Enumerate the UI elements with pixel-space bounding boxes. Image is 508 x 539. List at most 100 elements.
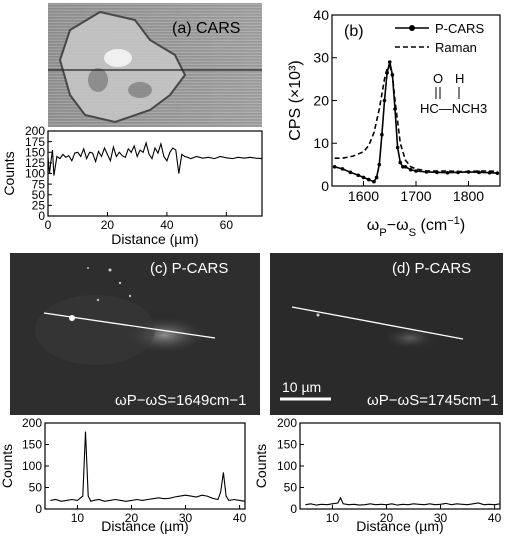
y-tick-label: 200 [277, 416, 297, 430]
data-point [408, 167, 413, 172]
molecule-structure: O H HC—NCH3 [420, 71, 487, 116]
data-point [398, 160, 403, 165]
data-point [340, 167, 345, 171]
y-tick-label: 0 [35, 502, 42, 516]
y-tick-label: 0 [38, 209, 45, 223]
data-point [395, 145, 400, 150]
x-tick-label: 1600 [348, 188, 379, 204]
data-point [366, 177, 371, 182]
data-point [348, 170, 353, 175]
panel-c-freq: ωP−ωS=1649cm−1 [115, 392, 246, 409]
chart-d: 10 20 30 40 0 50 100 150 200 Distance (µm) Counts [253, 416, 502, 534]
data-point [372, 179, 376, 184]
y-tick-label: 25 [32, 199, 46, 213]
panel-d-image: (d) P-CARS ωP−ωS=1745cm−1 10 µm [270, 253, 503, 415]
panel-a-label: (a) CARS [172, 20, 240, 37]
x-axis-label: Distance (µm) [356, 518, 443, 534]
x-tick-label: 30 [179, 511, 193, 525]
y-tick-label: 150 [25, 145, 45, 159]
line-profile-d [291, 306, 464, 340]
cell-shape [58, 10, 187, 124]
legend-marker [409, 25, 415, 31]
molecule-formula: HC—NCH3 [420, 101, 487, 116]
legend-label: P-CARS [435, 21, 484, 36]
x-tick-label: 40 [233, 511, 247, 525]
series-line-dashed [334, 64, 498, 173]
y-tick-label: 30 [313, 50, 329, 66]
plot-frame [44, 422, 246, 510]
legend-label: Raman [435, 40, 477, 55]
y-tick-label: 100 [22, 459, 42, 473]
scale-bar-label: 10 µm [282, 379, 321, 395]
plot-frame [47, 130, 263, 217]
series-line-solid [305, 496, 501, 506]
y-axis-label: CPS (×10³) [287, 60, 304, 140]
data-point [403, 164, 408, 169]
y-tick-label: 50 [29, 481, 43, 495]
x-tick-label: 1800 [453, 188, 484, 204]
y-axis-label: Counts [1, 151, 17, 195]
y-tick-label: 175 [25, 135, 45, 149]
panel-b-label: (b) [344, 23, 364, 40]
x-tick-label: 1700 [400, 188, 431, 204]
data-point [445, 170, 450, 175]
molecule-o: O [433, 71, 443, 86]
x-tick-label: 40 [160, 218, 174, 232]
y-tick-label: 125 [25, 156, 45, 170]
data-point [377, 162, 382, 167]
panel-c-label: (c) P-CARS [150, 260, 228, 277]
y-axis-label: Counts [0, 444, 15, 488]
data-point [382, 98, 387, 103]
data-point [380, 132, 384, 137]
x-tick-label: 20 [125, 511, 139, 525]
panel-d-label: (d) P-CARS [392, 260, 471, 277]
data-point [401, 164, 405, 169]
y-tick-label: 200 [22, 416, 42, 430]
data-point [356, 173, 361, 178]
panel-a-image: (a) CARS [48, 3, 262, 127]
x-axis-label: Distance (µm) [101, 518, 188, 534]
x-axis-label: ωP−ωS (cm−1) [367, 215, 465, 239]
data-point [332, 164, 337, 169]
y-tick-label: 50 [32, 188, 46, 202]
x-axis-label: Distance (µm) [111, 231, 198, 247]
x-tick-label: 30 [434, 511, 448, 525]
y-tick-label: 75 [32, 177, 46, 191]
plot-frame [299, 422, 501, 510]
panel-c-image: (c) P-CARS ωP−ωS=1649cm−1 [10, 253, 260, 415]
series-line-solid [47, 140, 263, 176]
panel-d-freq: ωP−ωS=1745cm−1 [367, 392, 498, 409]
y-tick-label: 20 [313, 92, 329, 108]
y-tick-label: 10 [313, 135, 329, 151]
molecule-h: H [455, 71, 464, 86]
y-tick-label: 100 [277, 459, 297, 473]
x-tick-label: 40 [488, 511, 502, 525]
y-tick-label: 0 [290, 502, 297, 516]
y-tick-label: 100 [25, 167, 45, 181]
line-profile-c [43, 312, 216, 339]
x-tick-label: 10 [326, 511, 340, 525]
y-tick-label: 150 [277, 438, 297, 452]
y-tick-label: 150 [22, 438, 42, 452]
y-axis-label: Counts [253, 444, 269, 488]
chart-b: 1600 1700 1800 0 10 20 30 40 ωP−ωS (cm−1) CPS (×1… [287, 7, 501, 239]
x-tick-label: 0 [45, 218, 52, 232]
data-point [495, 171, 500, 175]
series-line-solid-marker [334, 61, 498, 183]
data-point [387, 60, 392, 64]
x-tick-label: 20 [380, 511, 394, 525]
y-tick-label: 50 [284, 481, 298, 495]
x-tick-label: 10 [71, 511, 85, 525]
series-line-solid [50, 431, 246, 502]
y-tick-label: 0 [321, 178, 329, 194]
x-tick-label: 60 [220, 218, 234, 232]
x-tick-label: 20 [101, 218, 115, 232]
data-point [414, 169, 418, 173]
data-point [361, 175, 366, 180]
data-point [374, 175, 379, 180]
chart-c: 10 20 30 40 0 50 100 150 200 Distance (µm) Counts [0, 416, 247, 534]
y-tick-label: 200 [25, 124, 45, 138]
